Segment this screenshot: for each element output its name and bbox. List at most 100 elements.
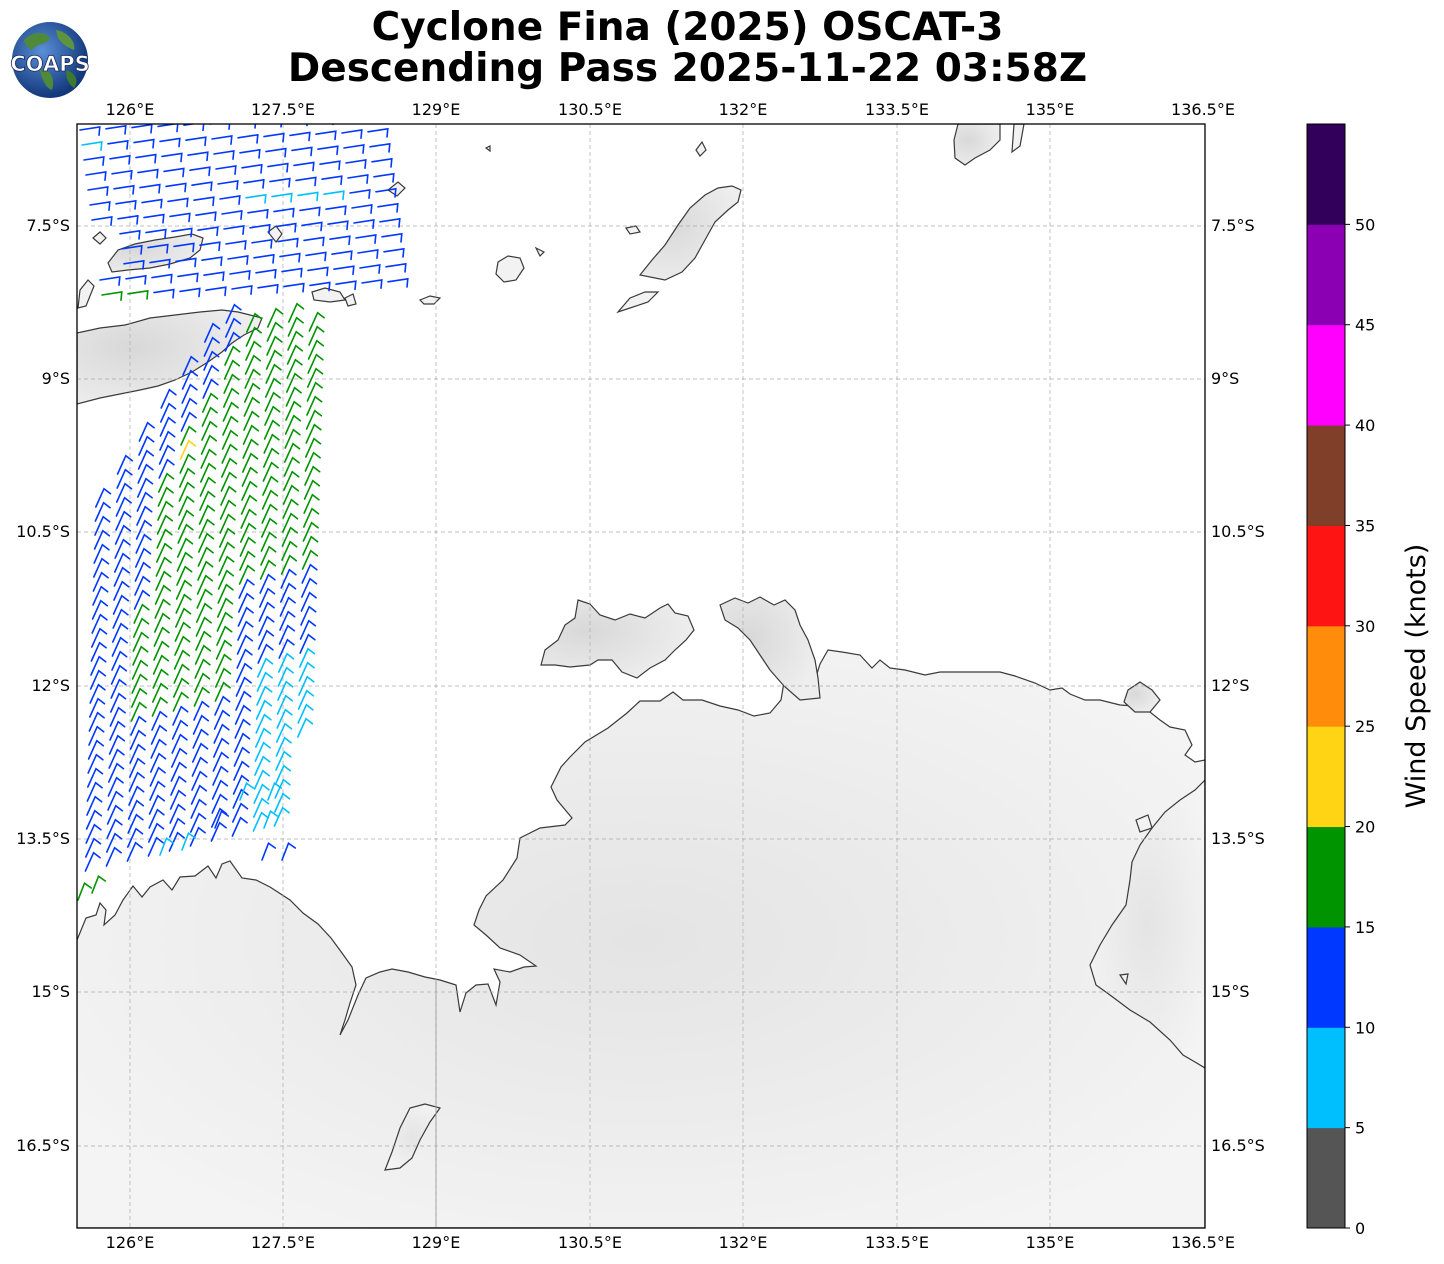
wind-barb bbox=[327, 220, 349, 231]
wind-barb bbox=[244, 354, 262, 375]
wind-barb bbox=[210, 821, 227, 842]
wind-barb bbox=[222, 415, 239, 436]
wind-barb bbox=[175, 257, 197, 268]
wind-barb bbox=[195, 211, 217, 222]
wind-barb bbox=[220, 471, 237, 492]
wind-barb bbox=[126, 841, 143, 862]
wind-barb bbox=[235, 676, 252, 697]
wind-barb bbox=[224, 331, 241, 352]
wind-barb bbox=[135, 547, 152, 568]
wind-barb bbox=[200, 448, 217, 469]
wind-barb bbox=[283, 456, 300, 477]
wind-barb bbox=[114, 552, 131, 573]
wind-barb bbox=[92, 585, 109, 606]
bottom-lon-labels: 126°E 127.5°E 129°E 130.5°E 132°E 133.5°… bbox=[106, 1233, 1235, 1252]
wind-barb bbox=[219, 499, 237, 520]
wind-barb bbox=[201, 256, 223, 267]
wind-barb bbox=[288, 302, 305, 323]
wind-barb bbox=[137, 449, 155, 470]
wind-barb bbox=[241, 163, 263, 174]
wind-barb bbox=[300, 605, 317, 626]
wind-barb bbox=[87, 767, 104, 788]
wind-barb bbox=[197, 546, 214, 567]
wind-barb bbox=[298, 675, 315, 696]
wind-barb bbox=[233, 760, 250, 781]
wind-barb bbox=[193, 196, 215, 207]
wind-barb bbox=[214, 809, 230, 829]
wind-barb bbox=[173, 663, 190, 684]
wind-barb bbox=[335, 280, 357, 291]
wind-barb bbox=[165, 182, 187, 193]
wind-barb bbox=[217, 597, 234, 618]
wind-barb bbox=[231, 285, 253, 295]
wind-barb bbox=[359, 264, 381, 274]
wind-barb bbox=[154, 584, 172, 605]
wind-barb bbox=[215, 653, 232, 674]
wind-barb bbox=[299, 633, 316, 654]
wind-barb bbox=[159, 137, 181, 148]
lon-label-top-2: 127.5°E bbox=[251, 100, 315, 119]
wind-barb bbox=[171, 747, 188, 768]
wind-barb bbox=[275, 736, 292, 757]
wind-barb bbox=[128, 785, 145, 806]
wind-barb bbox=[149, 780, 166, 801]
wind-barb bbox=[169, 803, 186, 824]
wind-barb bbox=[109, 154, 131, 165]
wind-barb bbox=[154, 598, 171, 619]
wind-barb bbox=[283, 470, 300, 491]
wind-barb bbox=[171, 733, 188, 754]
wind-barb bbox=[173, 242, 195, 253]
wind-barb bbox=[108, 762, 125, 783]
wind-barb bbox=[221, 210, 243, 220]
lat-label-left-1: 7.5°S bbox=[26, 216, 70, 235]
wind-barb bbox=[177, 537, 194, 558]
wind-barb bbox=[105, 846, 122, 867]
wind-barb bbox=[109, 720, 126, 741]
wind-barb bbox=[194, 658, 211, 679]
wind-barb bbox=[253, 253, 275, 264]
wind-barb bbox=[131, 659, 149, 680]
wind-barb bbox=[243, 178, 265, 189]
wind-barb bbox=[297, 717, 314, 738]
wind-barb bbox=[213, 723, 230, 744]
wind-barb bbox=[267, 781, 283, 801]
colorbar-tick-label: 25 bbox=[1355, 717, 1375, 736]
wind-barb bbox=[254, 741, 271, 762]
wind-barb bbox=[86, 795, 103, 816]
wind-barb bbox=[185, 136, 207, 147]
wind-barb bbox=[203, 271, 225, 282]
wind-barb bbox=[275, 750, 292, 771]
wind-barb bbox=[229, 270, 251, 280]
wind-barb bbox=[299, 206, 321, 217]
lat-label-right-1: 7.5°S bbox=[1211, 216, 1255, 235]
wind-barb bbox=[133, 589, 151, 610]
wind-barb bbox=[84, 851, 101, 872]
wind-barb bbox=[262, 461, 279, 482]
wind-barb bbox=[280, 582, 297, 603]
wind-barb bbox=[134, 561, 151, 582]
wind-barb bbox=[87, 186, 109, 196]
wind-barb bbox=[148, 822, 165, 843]
wind-barb bbox=[203, 350, 220, 371]
wind-barbs bbox=[77, 124, 409, 901]
wind-barb bbox=[307, 353, 324, 374]
wind-barb bbox=[131, 673, 148, 694]
map-area bbox=[77, 124, 1205, 1228]
wind-barb bbox=[85, 837, 102, 858]
wind-barb bbox=[199, 476, 216, 497]
wind-barb bbox=[221, 457, 238, 478]
wind-barb bbox=[132, 631, 149, 652]
wind-barb bbox=[280, 554, 298, 575]
colorbar-tick-label: 10 bbox=[1355, 1018, 1375, 1037]
wind-barb bbox=[215, 667, 232, 688]
gridlines bbox=[77, 124, 1205, 1228]
wind-barb bbox=[151, 273, 173, 284]
wind-barb bbox=[115, 199, 137, 210]
wind-barb bbox=[150, 752, 167, 773]
wind-barb bbox=[351, 204, 373, 214]
wind-barb bbox=[274, 778, 291, 799]
wind-barb bbox=[161, 152, 183, 163]
colorbar-tick-label: 35 bbox=[1355, 516, 1375, 535]
wind-barb bbox=[269, 177, 291, 188]
wind-barb bbox=[261, 489, 279, 510]
